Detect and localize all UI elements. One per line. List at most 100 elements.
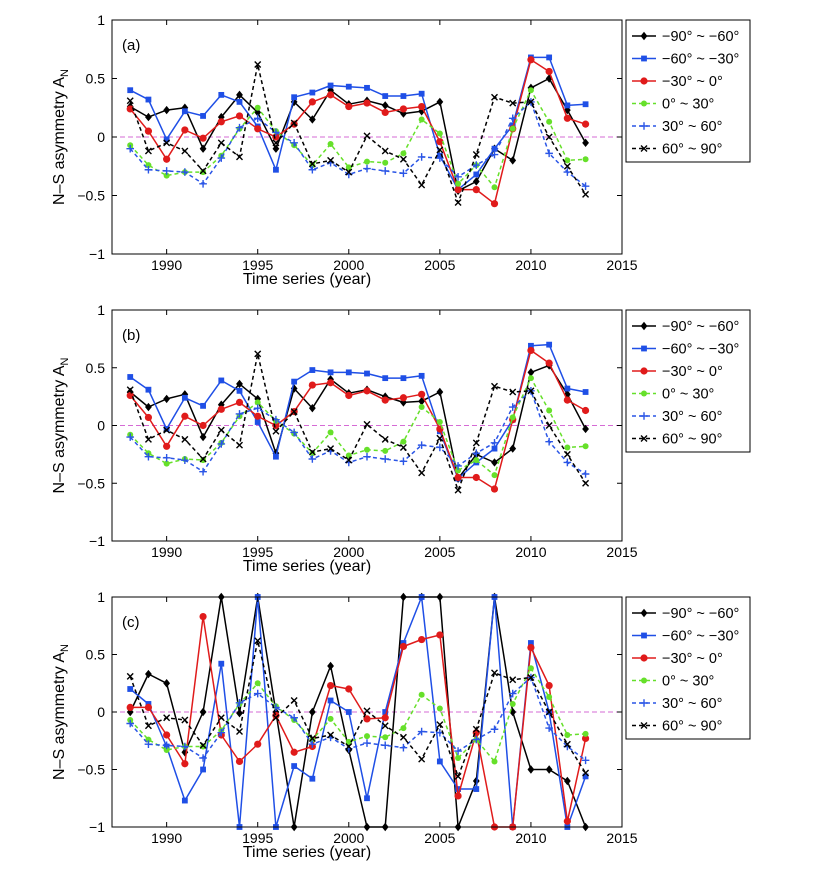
data-point	[455, 180, 462, 187]
data-point	[162, 741, 171, 750]
x-axis-label: Time series (year)	[243, 558, 371, 575]
data-point	[436, 97, 444, 107]
data-point	[163, 714, 171, 722]
data-point	[381, 147, 389, 155]
data-point	[436, 146, 444, 154]
data-point	[364, 733, 370, 740]
data-point	[417, 153, 426, 161]
series-line	[129, 353, 587, 491]
data-point	[199, 134, 207, 142]
data-point	[418, 102, 426, 111]
legend-label: −90° ~ −60°	[662, 319, 739, 335]
legend-marker	[640, 412, 648, 420]
data-point	[162, 167, 171, 175]
series-4	[127, 87, 589, 191]
series-5	[126, 98, 590, 190]
data-point	[436, 705, 443, 712]
data-point	[345, 709, 352, 715]
data-point	[217, 405, 225, 413]
data-point	[417, 727, 426, 736]
x-tick-label: 1990	[151, 257, 182, 273]
series-line	[129, 89, 586, 189]
data-point	[236, 99, 243, 105]
data-point	[381, 722, 389, 730]
data-point	[126, 719, 135, 728]
legend: −90° ~ −60° −60° ~ −30° −30° ~ 0° 0° ~ 30° 3…	[625, 309, 751, 453]
y-tick-label: 0.5	[86, 647, 106, 663]
data-point	[582, 101, 589, 108]
data-point	[582, 479, 590, 487]
legend-marker	[640, 608, 648, 618]
data-point	[308, 455, 317, 463]
legend-label: 30° ~ 60°	[662, 409, 722, 425]
data-point	[127, 374, 134, 380]
series-5	[126, 387, 590, 478]
data-point	[582, 769, 590, 777]
data-point	[454, 199, 462, 207]
data-point	[236, 90, 243, 100]
legend-label: −30° ~ 0°	[662, 74, 723, 90]
data-point	[308, 381, 316, 389]
data-point	[527, 765, 535, 774]
x-tick-label: 2000	[333, 544, 364, 560]
data-point	[473, 786, 480, 792]
data-point	[345, 456, 353, 464]
series-line	[129, 377, 586, 476]
data-point	[163, 426, 171, 434]
data-point	[508, 403, 517, 411]
data-point	[418, 404, 425, 411]
series-line	[129, 390, 587, 475]
x-tick-label: 1995	[242, 544, 273, 560]
data-point	[564, 102, 571, 109]
y-tick-label: 0.5	[86, 71, 106, 87]
data-point	[308, 98, 316, 106]
data-point	[272, 427, 280, 435]
legend: −90° ~ −60° −60° ~ −30° −30° ~ 0° 0° ~ 30° 3…	[625, 19, 751, 163]
x-tick-label: 2010	[515, 830, 546, 846]
data-point	[144, 452, 153, 461]
legend-entry: 60° ~ 90°	[632, 432, 722, 448]
data-point	[145, 96, 152, 103]
data-point	[163, 136, 170, 143]
series-line	[129, 59, 586, 205]
data-point	[199, 144, 207, 153]
legend-label: 30° ~ 60°	[662, 696, 722, 712]
data-point	[181, 412, 189, 420]
data-point	[472, 449, 481, 458]
data-point	[327, 82, 334, 89]
data-point	[564, 157, 571, 164]
series-4	[127, 665, 589, 765]
x-tick-label: 2015	[606, 544, 637, 560]
data-point	[200, 402, 206, 409]
legend-label: 60° ~ 90°	[662, 432, 722, 448]
x-tick-label: 2015	[606, 830, 637, 846]
y-axis-label: N–S asymmetry AN	[51, 357, 71, 493]
data-point	[290, 408, 298, 416]
data-point	[200, 766, 206, 773]
data-point	[364, 158, 370, 165]
data-point	[545, 149, 553, 158]
y-axis-label-subscript: N	[59, 644, 71, 652]
data-point	[582, 424, 589, 434]
data-point	[545, 724, 553, 732]
data-point	[126, 386, 134, 394]
data-point	[563, 162, 571, 170]
data-point	[200, 457, 207, 464]
data-point	[509, 156, 517, 165]
data-point	[436, 130, 443, 137]
y-tick-label: −0.5	[77, 762, 105, 778]
data-point	[381, 455, 390, 463]
data-point	[527, 644, 535, 652]
data-point	[581, 406, 590, 415]
data-point	[399, 169, 408, 178]
data-point	[272, 711, 280, 720]
series-line	[129, 349, 586, 490]
y-tick-label: −1	[89, 533, 105, 549]
data-point	[455, 786, 461, 792]
data-point	[382, 734, 389, 741]
legend-box	[625, 309, 751, 453]
legend-label: −60° ~ −30°	[662, 52, 739, 68]
x-tick-label: 1995	[242, 830, 273, 846]
series-line	[129, 676, 587, 761]
y-tick-label: 0	[97, 129, 105, 145]
